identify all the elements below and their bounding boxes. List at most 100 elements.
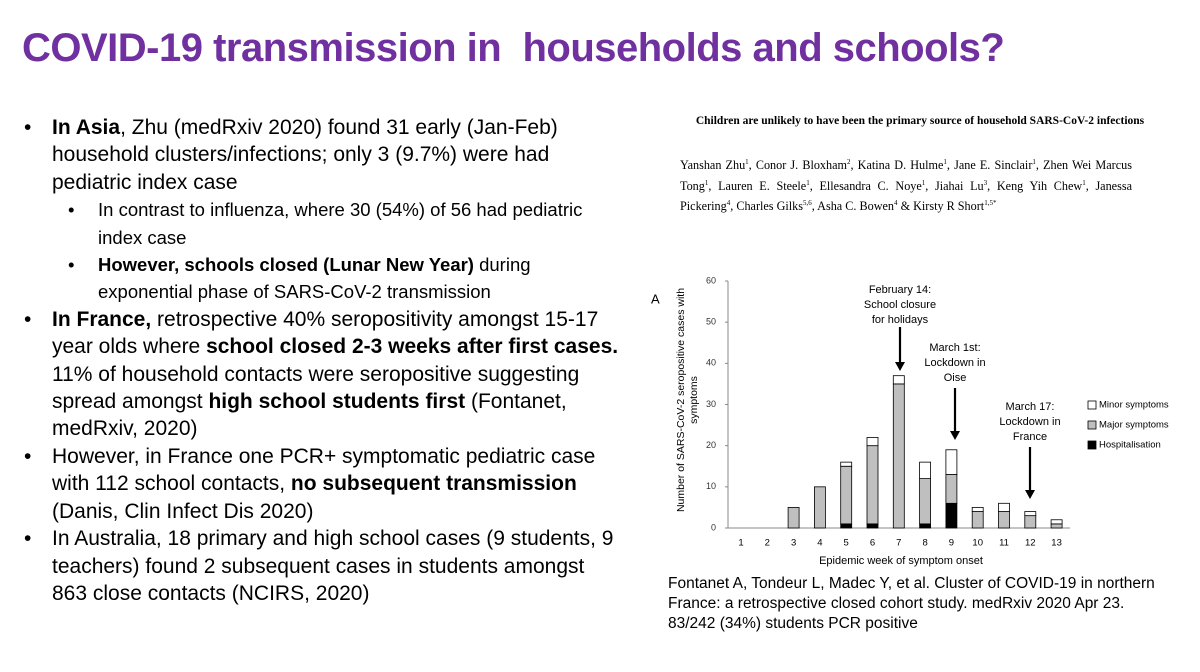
y-tick-label: 10 bbox=[706, 481, 716, 491]
affiliation: 1 bbox=[704, 178, 709, 187]
citation: Fontanet A, Tondeur L, Madec Y, et al. C… bbox=[668, 574, 1155, 634]
bar-segment bbox=[919, 478, 931, 525]
bar-segment bbox=[971, 507, 984, 512]
text: In Australia, 18 primary and high school… bbox=[52, 527, 614, 605]
bullet: In Asia, Zhu (medRxiv 2020) found 31 ear… bbox=[20, 114, 620, 306]
x-tick-label: 2 bbox=[765, 538, 770, 549]
bar-segment bbox=[892, 375, 905, 385]
text: retrospective 40% seropositivity amongst… bbox=[52, 307, 599, 359]
bar-segment bbox=[866, 437, 879, 447]
bullet-list: In Asia, Zhu (medRxiv 2020) found 31 ear… bbox=[20, 114, 620, 607]
bar-segment bbox=[866, 523, 879, 529]
author: , Ellesandra C. Noye bbox=[809, 178, 922, 193]
bar-segment bbox=[998, 502, 1010, 512]
y-tick-label: 0 bbox=[711, 522, 716, 532]
x-tick-label: 8 bbox=[922, 538, 927, 549]
y-tick-label: 50 bbox=[706, 317, 716, 327]
legend-label: Hospitalisation bbox=[1099, 440, 1161, 451]
affiliation: 1 bbox=[745, 158, 749, 166]
annotation: Lockdown in bbox=[924, 357, 985, 369]
bar-segment bbox=[919, 461, 931, 479]
affiliation: 3 bbox=[983, 178, 988, 187]
bar-segment bbox=[840, 461, 853, 467]
slide-title: COVID-19 transmission in households and … bbox=[22, 26, 1005, 70]
bar-segment bbox=[971, 511, 984, 529]
y-tick-label: 60 bbox=[706, 275, 716, 285]
text: In contrast to influenza, where 30 (54%)… bbox=[98, 199, 583, 248]
x-axis-label: Epidemic week of symptom onset bbox=[819, 555, 983, 567]
author: Yanshan Zhu bbox=[680, 158, 746, 173]
x-tick-label: 6 bbox=[870, 538, 875, 549]
paper-authors: Yanshan Zhu1, Conor J. Bloxham2, Katina … bbox=[680, 154, 1132, 216]
bullet: In Australia, 18 primary and high school… bbox=[20, 525, 620, 607]
annotation: for holidays bbox=[872, 314, 929, 326]
bold-text: In France, bbox=[52, 307, 152, 331]
sub-bullet: However, schools closed (Lunar New Year)… bbox=[52, 251, 620, 306]
paper-title: Children are unlikely to have been the p… bbox=[695, 115, 1145, 127]
x-tick-label: 4 bbox=[817, 538, 822, 549]
x-tick-label: 7 bbox=[896, 538, 901, 549]
annotation: School closure bbox=[864, 299, 936, 311]
text: (Danis, Clin Infect Dis 2020) bbox=[52, 499, 314, 523]
affiliation: 2 bbox=[847, 158, 851, 166]
annotation: March 1st: bbox=[929, 342, 980, 354]
bar-segment bbox=[1050, 523, 1063, 529]
author: , Charles Gilks bbox=[730, 199, 803, 214]
annotation: France bbox=[1013, 431, 1047, 443]
bold-text: no subsequent transmission bbox=[290, 472, 577, 496]
x-tick-label: 12 bbox=[1025, 538, 1036, 549]
arrow-head bbox=[950, 431, 960, 440]
bar-segment bbox=[892, 383, 905, 529]
bar-segment bbox=[945, 502, 958, 529]
author: , Katina D. Hulme bbox=[850, 158, 944, 173]
annotation: February 14: bbox=[869, 284, 931, 296]
bold-text: school closed 2-3 weeks after first case… bbox=[206, 335, 619, 359]
affiliation: 1 bbox=[1082, 178, 1086, 187]
bar-segment bbox=[1024, 515, 1037, 529]
bold-text: However, schools closed (Lunar New Year) bbox=[98, 254, 474, 276]
bold-text: high school students first bbox=[208, 390, 466, 414]
x-tick-label: 9 bbox=[949, 538, 954, 549]
affiliation: 1 bbox=[921, 178, 926, 187]
author: , Conor J. Bloxham bbox=[748, 158, 848, 173]
author: & Kirsty R Short bbox=[897, 199, 985, 214]
citation-line: Fontanet A, Tondeur L, Madec Y, et al. C… bbox=[668, 575, 1155, 592]
y-tick-label: 20 bbox=[706, 440, 716, 450]
affiliation: 1 bbox=[806, 178, 810, 187]
text: 11% of household contacts were seroposit… bbox=[52, 362, 580, 414]
x-tick-label: 11 bbox=[999, 538, 1009, 549]
legend-swatch bbox=[1087, 400, 1097, 410]
bar-segment bbox=[787, 507, 800, 529]
bar-segment bbox=[840, 523, 853, 529]
y-tick-label: 40 bbox=[706, 358, 716, 368]
author: , Jane E. Sinclair bbox=[946, 158, 1033, 173]
bullet: However, in France one PCR+ symptomatic … bbox=[20, 443, 620, 525]
x-tick-label: 3 bbox=[791, 538, 796, 549]
affiliation: 5,6 bbox=[803, 199, 812, 208]
x-tick-label: 13 bbox=[1051, 538, 1062, 549]
sub-bullet: In contrast to influenza, where 30 (54%)… bbox=[52, 196, 620, 251]
bar-segment bbox=[866, 445, 879, 525]
bar-segment bbox=[814, 486, 826, 529]
x-tick-label: 10 bbox=[972, 538, 983, 549]
y-axis-label: symptoms bbox=[688, 376, 700, 424]
affiliation: 4 bbox=[894, 199, 898, 208]
legend-label: Minor symptoms bbox=[1099, 400, 1169, 411]
bar-segment bbox=[919, 523, 931, 529]
text: However, in France one PCR+ symptomatic … bbox=[52, 444, 596, 496]
bar-segment bbox=[1024, 511, 1037, 517]
author: , Keng Yih Chew bbox=[987, 178, 1083, 193]
author: , Lauren E. Steele bbox=[708, 178, 807, 193]
bar-segment bbox=[945, 449, 958, 475]
affiliation: 4 bbox=[726, 199, 731, 208]
panel-label: A bbox=[651, 291, 660, 306]
author: , Zhen Wei Marcus Tong bbox=[680, 158, 1132, 193]
legend-label: Major symptoms bbox=[1099, 420, 1169, 431]
author: , Janessa Pickering bbox=[680, 178, 1132, 214]
annotation: Lockdown in bbox=[999, 416, 1060, 428]
bar-segment bbox=[998, 511, 1010, 529]
bar-segment bbox=[840, 465, 853, 525]
affiliation: 1,5* bbox=[984, 199, 997, 208]
